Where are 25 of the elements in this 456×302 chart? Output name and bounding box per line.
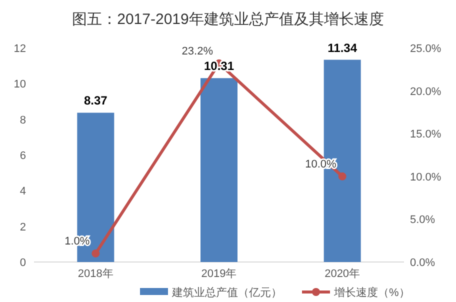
x-tick-label: 2019年 (201, 268, 237, 280)
y2-tick-label: 0.0% (410, 257, 436, 269)
y2-tick-label: 15.0% (410, 128, 442, 141)
y-tick-label: 12 (14, 43, 26, 55)
legend-label: 建筑业总产值（亿元） (171, 286, 282, 299)
y-tick-label: 2 (20, 221, 26, 234)
x-tick-label: 2018年 (78, 268, 114, 280)
y-tick-label: 0 (20, 257, 26, 269)
legend-label: 增长速度（%） (333, 286, 410, 299)
y2-tick-label: 25.0% (410, 43, 442, 55)
point (338, 172, 346, 180)
y-tick-label: 4 (20, 186, 26, 198)
point (92, 249, 100, 258)
bar (200, 78, 238, 262)
y2-tick-label: 20.0% (410, 86, 442, 98)
y-tick-label: 6 (20, 150, 26, 162)
data-label: 23.2% (182, 45, 214, 58)
y2-tick-label: 5.0% (410, 214, 436, 226)
y-tick-label: 10 (14, 78, 26, 91)
chart-title: 图五：2017-2019年建筑业总产值及其增长速度 (72, 11, 384, 28)
data-label: 11.34 (328, 40, 358, 55)
y2-tick-label: 10.0% (410, 171, 442, 184)
x-tick-label: 2020年 (324, 268, 360, 280)
y-tick-label: 8 (20, 114, 26, 126)
data-label: 8.37 (84, 94, 108, 108)
